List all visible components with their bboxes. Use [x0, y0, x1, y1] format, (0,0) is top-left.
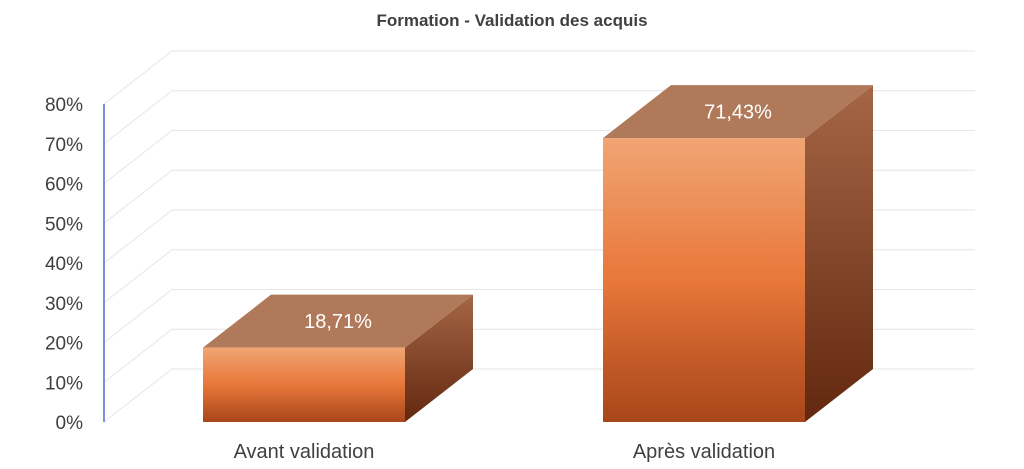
y-tick-label: 60% [45, 175, 83, 196]
bar: 71,43% [603, 85, 873, 423]
bar-front-face [203, 347, 405, 422]
y-tick-label: 30% [45, 294, 83, 315]
gridline-depth [103, 130, 173, 184]
x-category-label: Après validation [633, 441, 775, 463]
bar-top-face [603, 85, 873, 139]
y-tick-label: 20% [45, 334, 83, 355]
bar-top-face [203, 294, 473, 348]
y-tick-label: 10% [45, 373, 83, 394]
gridline-depth [103, 50, 173, 105]
chart-title: Formation - Validation des acquis [376, 11, 647, 30]
data-label: 18,71% [304, 311, 372, 333]
gridline-depth [103, 209, 173, 264]
bar-side-face [805, 85, 873, 423]
data-label: 71,43% [704, 102, 772, 124]
y-tick-label: 50% [45, 214, 83, 235]
gridline-depth [103, 328, 173, 383]
bar: 18,71% [203, 294, 473, 422]
gridline-depth [103, 289, 173, 343]
bar-front-face [603, 138, 805, 423]
x-axis-categories: Avant validation Après validation [234, 441, 776, 463]
y-tick-label: 80% [45, 95, 83, 116]
y-tick-label: 0% [56, 413, 84, 434]
x-category-label: Avant validation [234, 441, 375, 463]
bar-side-face [405, 294, 473, 422]
gridline-depth [103, 368, 173, 423]
y-tick-label: 40% [45, 254, 83, 275]
gridline-depth [103, 249, 173, 304]
y-axis-ticks: 0% 10% 20% 30% 40% 50% 60% 70% 80% [45, 95, 83, 434]
y-tick-label: 70% [45, 135, 83, 156]
gridline-depth [103, 90, 173, 145]
bars: 18,71% 71,43% [203, 85, 873, 423]
gridline-depth [103, 169, 173, 224]
